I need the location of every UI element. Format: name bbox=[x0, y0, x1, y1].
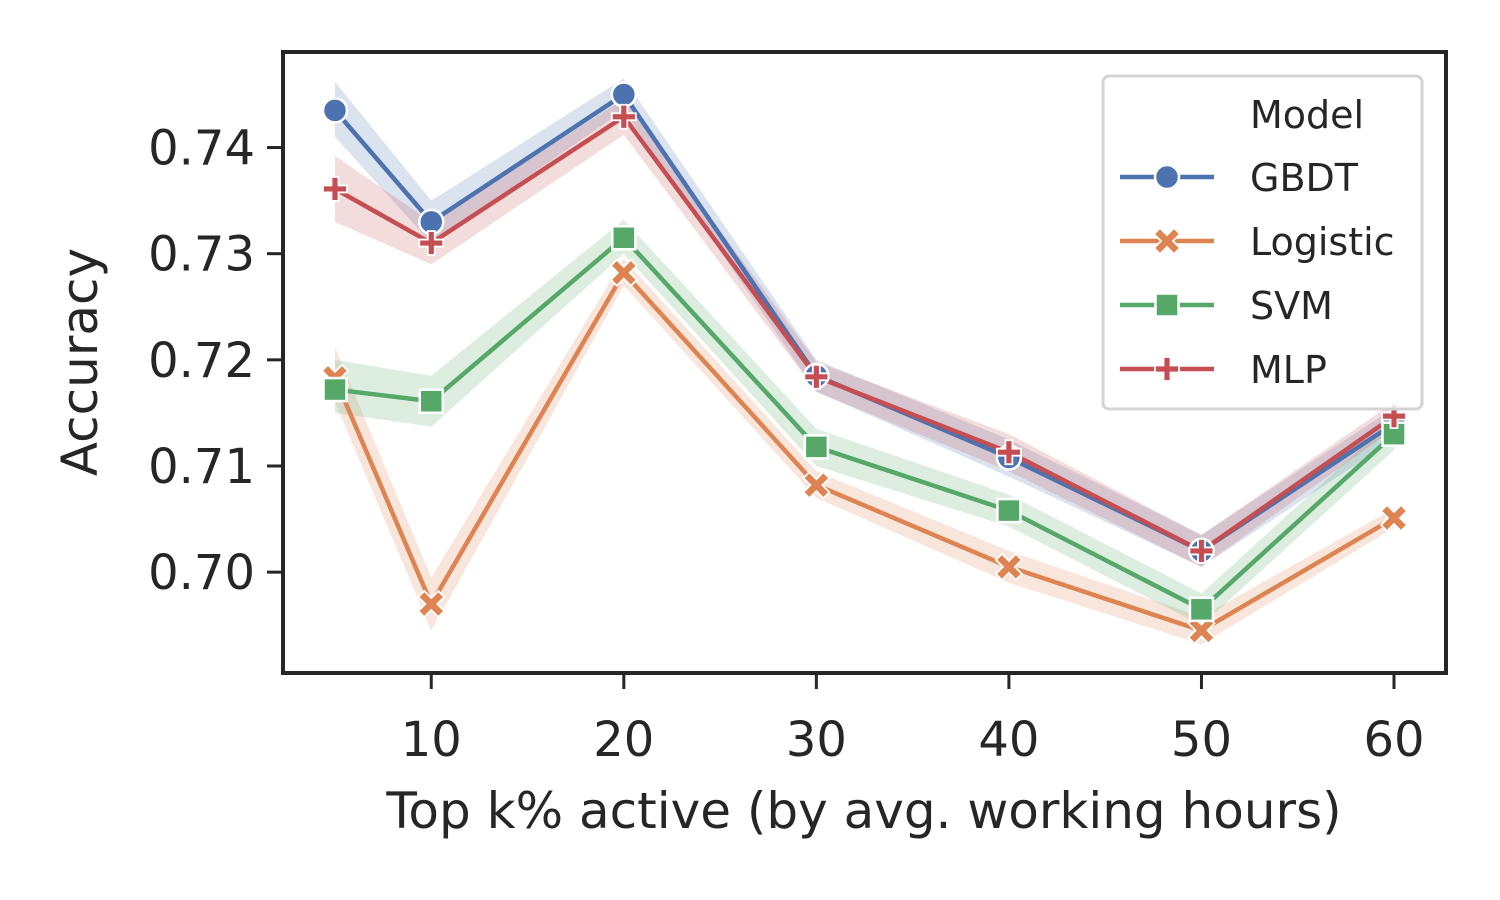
y-tick-label: 0.71 bbox=[148, 439, 255, 495]
x-tick-label: 50 bbox=[1171, 712, 1232, 768]
svm-point bbox=[418, 388, 445, 414]
x-tick-label: 30 bbox=[786, 712, 847, 768]
gbdt-point bbox=[321, 97, 349, 124]
y-tick-label: 0.72 bbox=[148, 333, 255, 389]
series-markers bbox=[320, 81, 1409, 645]
mlp-point bbox=[996, 439, 1022, 466]
x-tick-label: 10 bbox=[401, 712, 462, 768]
svm-point bbox=[803, 434, 830, 460]
plot-area-frame bbox=[281, 50, 1448, 675]
mlp-point bbox=[803, 363, 830, 390]
legend-title: Model bbox=[1250, 93, 1364, 137]
mlp-legend-label: MLP bbox=[1250, 348, 1327, 392]
mlp-point bbox=[1381, 403, 1407, 430]
svm-legend-marker bbox=[1154, 292, 1180, 318]
gbdt-legend-label: GBDT bbox=[1250, 156, 1359, 200]
legend-box bbox=[1101, 74, 1424, 411]
svm-legend-label: SVM bbox=[1250, 284, 1333, 328]
y-axis-label: Accuracy bbox=[51, 248, 109, 476]
mlp-point bbox=[418, 230, 445, 256]
logistic-confidence-band bbox=[334, 259, 1395, 645]
y-axis: 0.70 0.71 0.72 0.73 0.74 bbox=[148, 121, 283, 601]
logistic-point bbox=[609, 258, 639, 288]
logistic-point bbox=[802, 470, 831, 500]
gbdt-legend-marker bbox=[1153, 163, 1181, 191]
x-tick-label: 40 bbox=[978, 712, 1039, 768]
svm-point bbox=[611, 225, 637, 251]
logistic-point bbox=[994, 552, 1024, 582]
svm-point bbox=[322, 376, 348, 403]
logistic-point bbox=[416, 589, 446, 619]
x-tick-label: 60 bbox=[1363, 712, 1424, 768]
confidence-bands bbox=[334, 78, 1395, 645]
logistic-legend-marker bbox=[1152, 226, 1182, 256]
x-axis: 10 20 30 40 50 60 bbox=[401, 673, 1425, 768]
mlp-point bbox=[1188, 538, 1215, 564]
logistic-point bbox=[1379, 503, 1409, 533]
mlp-point bbox=[322, 176, 348, 202]
x-axis-label: Top k% active (by avg. working hours) bbox=[385, 782, 1341, 840]
x-tick-label: 20 bbox=[593, 712, 654, 768]
svm-point bbox=[996, 497, 1022, 524]
logistic-point bbox=[1187, 616, 1216, 645]
gbdt-point bbox=[610, 81, 638, 108]
svm-point bbox=[1188, 596, 1215, 623]
y-tick-label: 0.73 bbox=[148, 227, 255, 283]
mlp-point bbox=[610, 103, 637, 130]
y-tick-label: 0.74 bbox=[148, 121, 255, 177]
legend: Model GBDT Logistic SVM MLP bbox=[1101, 74, 1424, 411]
legend-items: GBDT Logistic SVM MLP bbox=[1120, 156, 1395, 392]
mlp-legend-marker bbox=[1154, 356, 1180, 382]
y-tick-label: 0.70 bbox=[148, 545, 255, 601]
logistic-legend-label: Logistic bbox=[1250, 220, 1395, 264]
